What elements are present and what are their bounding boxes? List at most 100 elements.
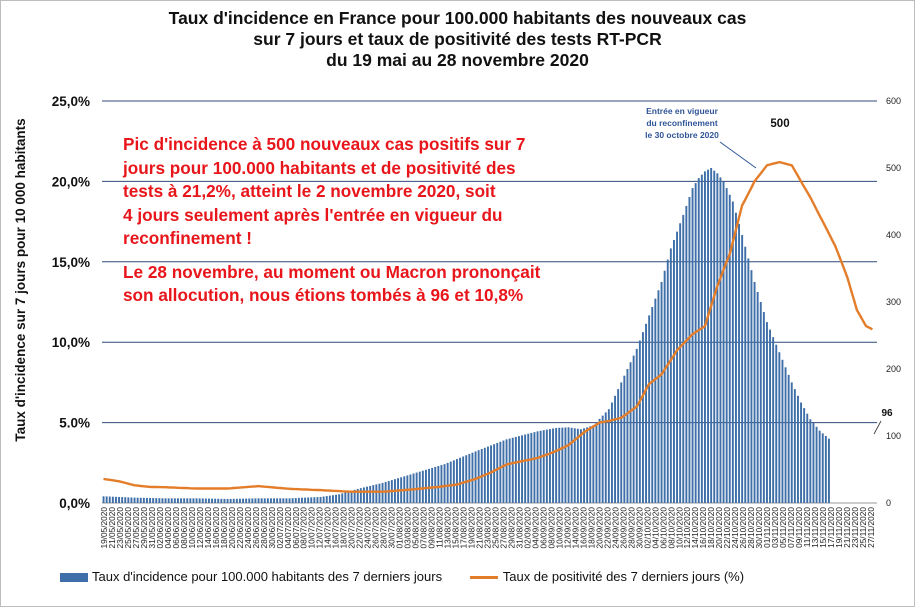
x-tick-label: 04/06/2020 (163, 507, 173, 549)
incidence-bar (158, 498, 161, 503)
incidence-bar (164, 498, 167, 503)
incidence-bar (731, 201, 734, 503)
x-tick-label: 20/07/2020 (347, 507, 357, 549)
x-tick-label: 07/11/2020 (786, 507, 796, 548)
incidence-bar (207, 498, 210, 503)
right-axis-ticks: 0 100 200 300 400 500 600 (886, 96, 901, 508)
incidence-bar (586, 427, 589, 503)
incidence-bar (614, 395, 617, 503)
incidence-bar (245, 498, 248, 503)
incidence-bar (328, 495, 331, 503)
x-tick-label: 06/09/2020 (538, 507, 548, 549)
incidence-bar (679, 223, 682, 503)
x-tick-label: 02/10/2020 (642, 507, 652, 549)
incidence-bar (124, 497, 127, 503)
incidence-bar (260, 498, 263, 503)
incidence-bar (248, 498, 251, 503)
incidence-bar (505, 439, 508, 503)
incidence-bar (592, 425, 595, 503)
incidence-bar (204, 498, 207, 503)
x-tick-label: 19/08/2020 (467, 507, 477, 549)
incidence-bar (149, 497, 152, 503)
incidence-bar (800, 402, 803, 503)
incidence-bar (359, 488, 362, 503)
x-tick-label: 11/08/2020 (435, 507, 445, 548)
x-tick-label: 14/07/2020 (323, 507, 333, 549)
incidence-bar (294, 498, 297, 503)
x-tick-label: 15/08/2020 (451, 507, 461, 549)
incidence-bar (796, 395, 799, 503)
incidence-bar (369, 485, 372, 503)
incidence-bar (635, 348, 638, 503)
legend-item-incidence: Taux d'incidence pour 100.000 habitants … (60, 569, 442, 584)
callout-leader (719, 141, 757, 169)
incidence-bar (105, 496, 108, 503)
incidence-bar (570, 427, 573, 503)
incidence-bar (601, 415, 604, 503)
incidence-bar (610, 402, 613, 503)
incidence-bar (195, 498, 198, 503)
incidence-bar (583, 428, 586, 503)
title-line-2: sur 7 jours et taux de positivité des te… (253, 29, 662, 49)
x-tick-label: 10/06/2020 (187, 507, 197, 549)
incidence-bar (167, 498, 170, 503)
legend-label-incidence: Taux d'incidence pour 100.000 habitants … (92, 569, 443, 584)
incidence-bar (660, 281, 663, 503)
incidence-bar (440, 465, 443, 503)
incidence-bar (548, 429, 551, 503)
incidence-bar (629, 362, 632, 503)
x-tick-label: 21/05/2020 (107, 507, 117, 549)
incidence-bar (787, 374, 790, 503)
incidence-bar (335, 494, 338, 503)
annotation-line: tests à 21,2%, atteint le 2 novembre 202… (123, 181, 496, 201)
incidence-bar (269, 498, 272, 503)
incidence-bar (496, 442, 499, 503)
incidence-bar (232, 498, 235, 503)
x-tick-label: 24/07/2020 (363, 507, 373, 549)
incidence-bar (136, 497, 139, 503)
legend: Taux d'incidence pour 100.000 habitants … (60, 569, 768, 584)
annotation-line: jours pour 100.000 habitants et de posit… (123, 157, 516, 178)
annotation-line: son allocution, nous étions tombés à 96 … (123, 285, 524, 305)
x-tick-label: 24/10/2020 (730, 507, 740, 549)
incidence-bar (452, 460, 455, 503)
incidence-bar (319, 496, 322, 503)
incidence-bar (651, 307, 654, 503)
x-tick-label: 18/10/2020 (706, 507, 716, 549)
incidence-bar (418, 471, 421, 503)
incidence-bar (313, 497, 316, 503)
annotation-line: reconfinement ! (123, 228, 252, 248)
incidence-bar (567, 427, 570, 503)
incidence-bar (372, 485, 375, 503)
incidence-bar (198, 498, 201, 503)
incidence-bar (713, 170, 716, 503)
incidence-bar (772, 337, 775, 503)
x-tick-label: 30/07/2020 (387, 507, 397, 549)
incidence-bar (459, 457, 462, 503)
incidence-bar (455, 459, 458, 503)
x-tick-label: 11/11/2020 (802, 507, 812, 548)
incidence-bar (555, 427, 558, 503)
incidence-bar (285, 498, 288, 503)
x-tick-label: 26/10/2020 (738, 507, 748, 549)
callout-line-3: le 30 octobre 2020 (645, 130, 719, 140)
incidence-bar (310, 497, 313, 503)
x-tick-label: 06/07/2020 (291, 507, 301, 549)
incidence-bar (542, 430, 545, 503)
incidence-bar (263, 498, 266, 503)
incidence-bar (378, 483, 381, 503)
incidence-bar (595, 422, 598, 503)
incidence-bar (589, 426, 592, 503)
incidence-bar (691, 188, 694, 503)
incidence-bar (517, 436, 520, 503)
incidence-bar (434, 466, 437, 503)
left-tick-label: 25,0% (52, 94, 90, 109)
x-tick-label: 02/06/2020 (155, 507, 165, 549)
annotation-line: 4 jours seulement après l'entrée en vigu… (123, 204, 503, 225)
incidence-bar (350, 490, 353, 503)
incidence-bar (490, 445, 493, 503)
x-tick-label: 08/06/2020 (179, 507, 189, 549)
reconfinement-callout: Entrée en vigueur du reconfinement le 30… (645, 106, 757, 169)
x-tick-label: 04/10/2020 (650, 507, 660, 549)
incidence-bar (607, 409, 610, 503)
